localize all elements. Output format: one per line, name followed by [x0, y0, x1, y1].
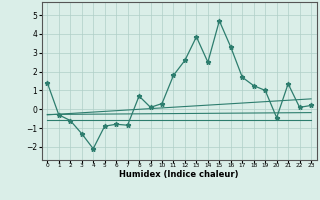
- X-axis label: Humidex (Indice chaleur): Humidex (Indice chaleur): [119, 170, 239, 179]
